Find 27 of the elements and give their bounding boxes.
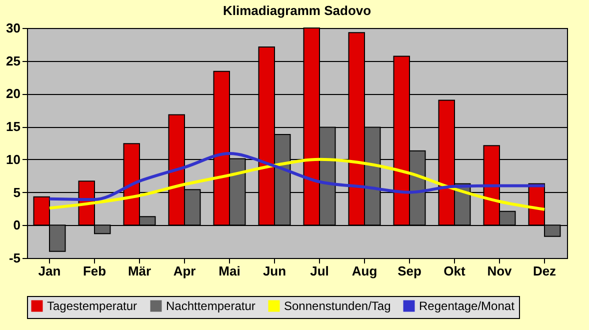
x-tick-label: Mär <box>128 264 152 278</box>
y-tick-label: 20 <box>6 86 20 102</box>
x-tick-label: Okt <box>444 264 466 278</box>
x-tick-label: Mai <box>218 264 240 278</box>
line-series <box>48 152 546 202</box>
y-tick-label: -5 <box>8 250 20 266</box>
y-tick-label: 5 <box>13 184 20 200</box>
x-tick-label: Feb <box>82 264 106 278</box>
x-tick-label: Dez <box>532 264 557 278</box>
x-tick-label: Jun <box>262 264 286 278</box>
y-tick-label: 30 <box>6 20 20 36</box>
line-series <box>48 158 546 211</box>
y-tick-label: 0 <box>13 218 20 233</box>
x-tick-label: Sep <box>398 264 422 278</box>
x-tick-label: Jan <box>38 264 61 278</box>
chart-title: Klimadiagramm Sadovo <box>222 3 372 18</box>
y-tick-label: 15 <box>6 119 20 134</box>
y-tick-label: 10 <box>6 152 20 167</box>
legend-label: Tagestemperatur <box>47 299 138 313</box>
x-tick-label: Nov <box>487 264 513 278</box>
y-tick-label: 25 <box>6 53 20 68</box>
legend-label: Sonnenstunden/Tag <box>284 299 391 313</box>
x-tick-label: Jul <box>310 264 329 278</box>
x-tick-label: Aug <box>352 264 378 278</box>
x-tick-label: Apr <box>173 264 196 278</box>
legend-label: Nachttemperatur <box>166 299 256 313</box>
legend-label: Regentage/Monat <box>419 299 516 313</box>
